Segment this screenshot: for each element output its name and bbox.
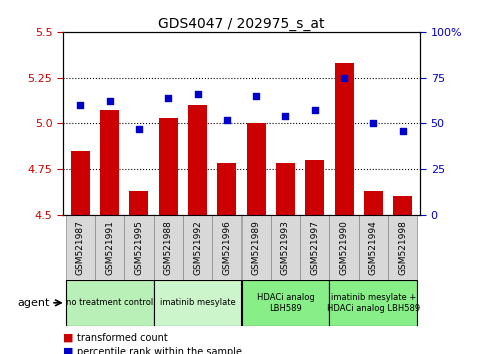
- Text: imatinib mesylate +
HDACi analog LBH589: imatinib mesylate + HDACi analog LBH589: [327, 293, 420, 313]
- Text: GSM521991: GSM521991: [105, 220, 114, 275]
- Bar: [300, 215, 329, 280]
- Text: GSM521998: GSM521998: [398, 220, 407, 275]
- Text: GSM521990: GSM521990: [340, 220, 349, 275]
- Point: [282, 113, 289, 119]
- Bar: [329, 280, 417, 326]
- Bar: [154, 280, 242, 326]
- Point: [369, 120, 377, 126]
- Point: [135, 126, 143, 132]
- Point: [106, 98, 114, 104]
- Point: [311, 108, 319, 113]
- Bar: [159, 118, 178, 215]
- Text: GSM521988: GSM521988: [164, 220, 173, 275]
- Bar: [335, 63, 354, 215]
- Bar: [212, 215, 242, 280]
- Bar: [242, 280, 329, 326]
- Point: [223, 117, 231, 122]
- Text: no treatment control: no treatment control: [66, 298, 153, 307]
- Text: GSM521989: GSM521989: [252, 220, 261, 275]
- Text: GSM521987: GSM521987: [76, 220, 85, 275]
- Text: agent: agent: [17, 298, 50, 308]
- Text: GSM521995: GSM521995: [134, 220, 143, 275]
- Bar: [66, 280, 154, 326]
- Text: HDACi analog
LBH589: HDACi analog LBH589: [256, 293, 314, 313]
- Bar: [66, 215, 95, 280]
- Bar: [217, 164, 236, 215]
- Bar: [154, 215, 183, 280]
- Text: imatinib mesylate: imatinib mesylate: [160, 298, 235, 307]
- Title: GDS4047 / 202975_s_at: GDS4047 / 202975_s_at: [158, 17, 325, 31]
- Text: transformed count: transformed count: [77, 333, 168, 343]
- Bar: [393, 196, 412, 215]
- Bar: [129, 191, 148, 215]
- Bar: [100, 110, 119, 215]
- Point: [76, 102, 84, 108]
- Point: [399, 128, 407, 133]
- Bar: [242, 215, 271, 280]
- Bar: [305, 160, 324, 215]
- Text: GSM521992: GSM521992: [193, 220, 202, 275]
- Bar: [388, 215, 417, 280]
- Bar: [359, 215, 388, 280]
- Text: GSM521993: GSM521993: [281, 220, 290, 275]
- Point: [194, 91, 201, 97]
- Bar: [329, 215, 359, 280]
- Text: GSM521994: GSM521994: [369, 220, 378, 275]
- Text: GSM521996: GSM521996: [222, 220, 231, 275]
- Bar: [124, 215, 154, 280]
- Text: ■: ■: [63, 347, 73, 354]
- Bar: [271, 215, 300, 280]
- Bar: [71, 151, 90, 215]
- Text: percentile rank within the sample: percentile rank within the sample: [77, 347, 242, 354]
- Text: GSM521997: GSM521997: [310, 220, 319, 275]
- Bar: [183, 215, 212, 280]
- Bar: [188, 105, 207, 215]
- Bar: [364, 191, 383, 215]
- Bar: [95, 215, 124, 280]
- Point: [252, 93, 260, 99]
- Point: [340, 75, 348, 80]
- Bar: [276, 164, 295, 215]
- Text: ■: ■: [63, 333, 73, 343]
- Bar: [247, 123, 266, 215]
- Point: [164, 95, 172, 101]
